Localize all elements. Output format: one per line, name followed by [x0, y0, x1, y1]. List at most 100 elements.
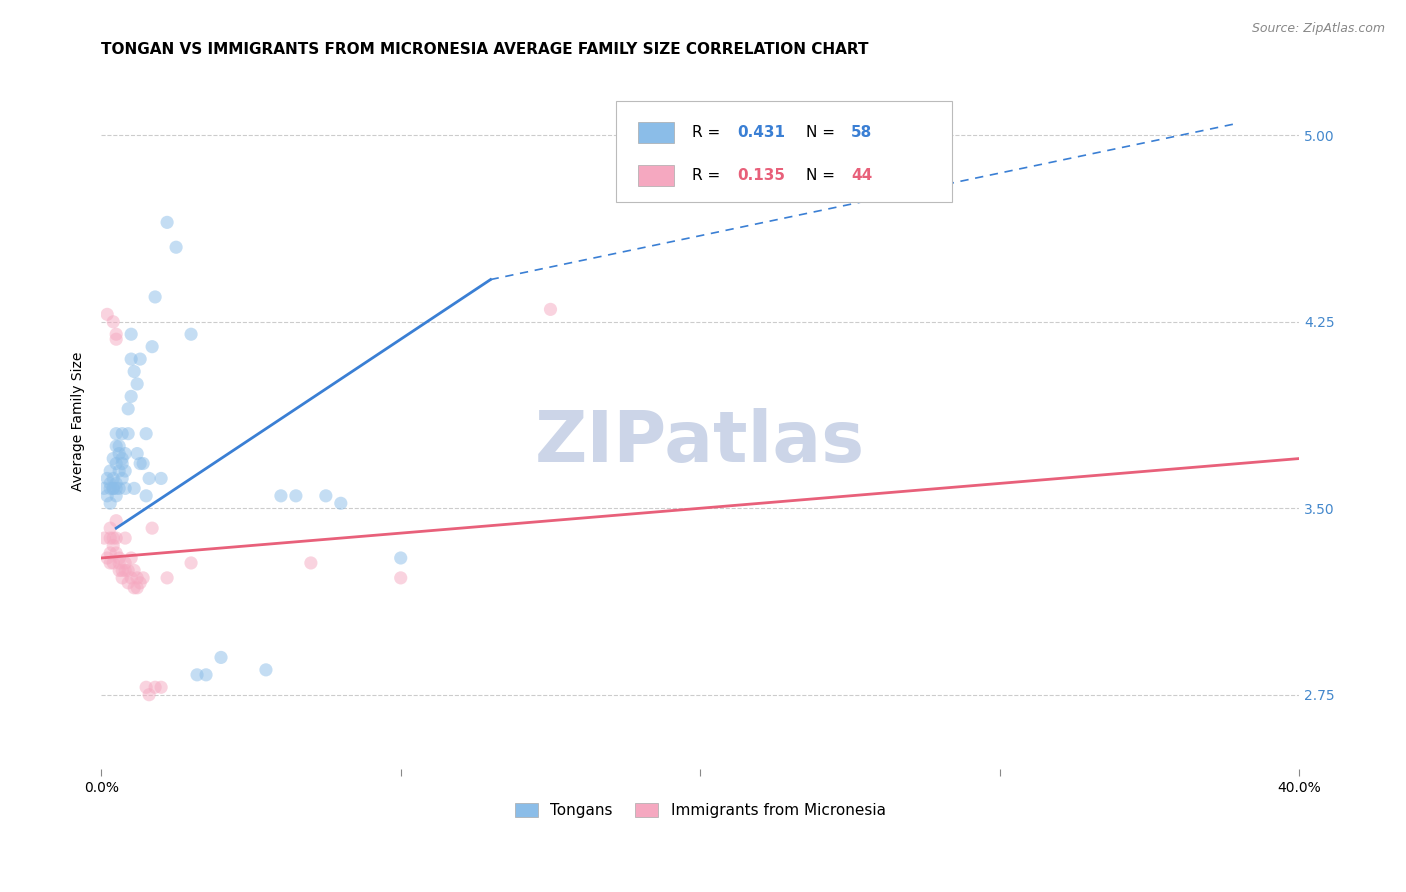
Point	[108, 464, 131, 478]
Point	[108, 482, 131, 496]
Point	[105, 327, 128, 342]
Point	[329, 496, 352, 510]
FancyBboxPatch shape	[616, 101, 952, 202]
Point	[98, 496, 121, 510]
Point	[389, 571, 412, 585]
Point	[98, 464, 121, 478]
Point	[108, 551, 131, 566]
Point	[114, 556, 136, 570]
Point	[129, 457, 152, 471]
Text: R =: R =	[692, 168, 725, 183]
Point	[103, 315, 125, 329]
Point	[98, 531, 121, 545]
Point	[96, 489, 118, 503]
Point	[127, 446, 149, 460]
Point	[98, 521, 121, 535]
Text: N =: N =	[806, 125, 839, 140]
Point	[156, 571, 179, 585]
Point	[122, 563, 145, 577]
Text: Source: ZipAtlas.com: Source: ZipAtlas.com	[1251, 22, 1385, 36]
Point	[108, 556, 131, 570]
Point	[299, 556, 322, 570]
Y-axis label: Average Family Size: Average Family Size	[72, 351, 86, 491]
Point	[98, 546, 121, 560]
Point	[209, 650, 232, 665]
Text: R =: R =	[692, 125, 725, 140]
Point	[120, 327, 142, 342]
Point	[156, 215, 179, 229]
Point	[122, 365, 145, 379]
Point	[120, 551, 142, 566]
Point	[127, 581, 149, 595]
Point	[108, 446, 131, 460]
Point	[111, 426, 134, 441]
Text: N =: N =	[806, 168, 839, 183]
Point	[111, 451, 134, 466]
Point	[103, 556, 125, 570]
Point	[96, 551, 118, 566]
Point	[270, 489, 292, 503]
Point	[135, 489, 157, 503]
Point	[105, 426, 128, 441]
Point	[105, 531, 128, 545]
Text: 58: 58	[851, 125, 873, 140]
Point	[111, 457, 134, 471]
Point	[127, 571, 149, 585]
Point	[96, 307, 118, 321]
Point	[135, 680, 157, 694]
Point	[165, 240, 187, 254]
Point	[135, 426, 157, 441]
Point	[98, 476, 121, 491]
Point	[93, 482, 115, 496]
Point	[284, 489, 307, 503]
Point	[132, 571, 155, 585]
Point	[114, 531, 136, 545]
Point	[132, 457, 155, 471]
Point	[254, 663, 277, 677]
Point	[143, 290, 166, 304]
Point	[105, 482, 128, 496]
Point	[180, 327, 202, 342]
Text: 0.431: 0.431	[737, 125, 786, 140]
Point	[138, 688, 160, 702]
Point	[98, 482, 121, 496]
Point	[127, 376, 149, 391]
Point	[103, 531, 125, 545]
Point	[105, 457, 128, 471]
Text: 0.135: 0.135	[737, 168, 786, 183]
Point	[117, 401, 139, 416]
Point	[114, 482, 136, 496]
Point	[105, 514, 128, 528]
Point	[143, 680, 166, 694]
Point	[150, 680, 173, 694]
Point	[315, 489, 337, 503]
Point	[195, 668, 218, 682]
Legend: Tongans, Immigrants from Micronesia: Tongans, Immigrants from Micronesia	[509, 797, 891, 824]
Point	[129, 575, 152, 590]
Point	[540, 302, 562, 317]
Point	[103, 482, 125, 496]
Point	[122, 482, 145, 496]
Point	[117, 563, 139, 577]
Point	[105, 546, 128, 560]
Point	[105, 332, 128, 346]
Point	[98, 556, 121, 570]
Point	[93, 531, 115, 545]
Point	[111, 471, 134, 485]
Point	[138, 471, 160, 485]
Text: 44: 44	[851, 168, 873, 183]
Point	[103, 471, 125, 485]
Point	[120, 352, 142, 367]
Point	[105, 489, 128, 503]
Text: TONGAN VS IMMIGRANTS FROM MICRONESIA AVERAGE FAMILY SIZE CORRELATION CHART: TONGAN VS IMMIGRANTS FROM MICRONESIA AVE…	[101, 42, 869, 57]
Point	[186, 668, 208, 682]
Point	[389, 551, 412, 566]
Point	[108, 439, 131, 453]
Point	[141, 521, 163, 535]
Point	[105, 439, 128, 453]
Point	[117, 426, 139, 441]
Point	[114, 446, 136, 460]
FancyBboxPatch shape	[638, 122, 673, 143]
Point	[111, 563, 134, 577]
Point	[103, 451, 125, 466]
